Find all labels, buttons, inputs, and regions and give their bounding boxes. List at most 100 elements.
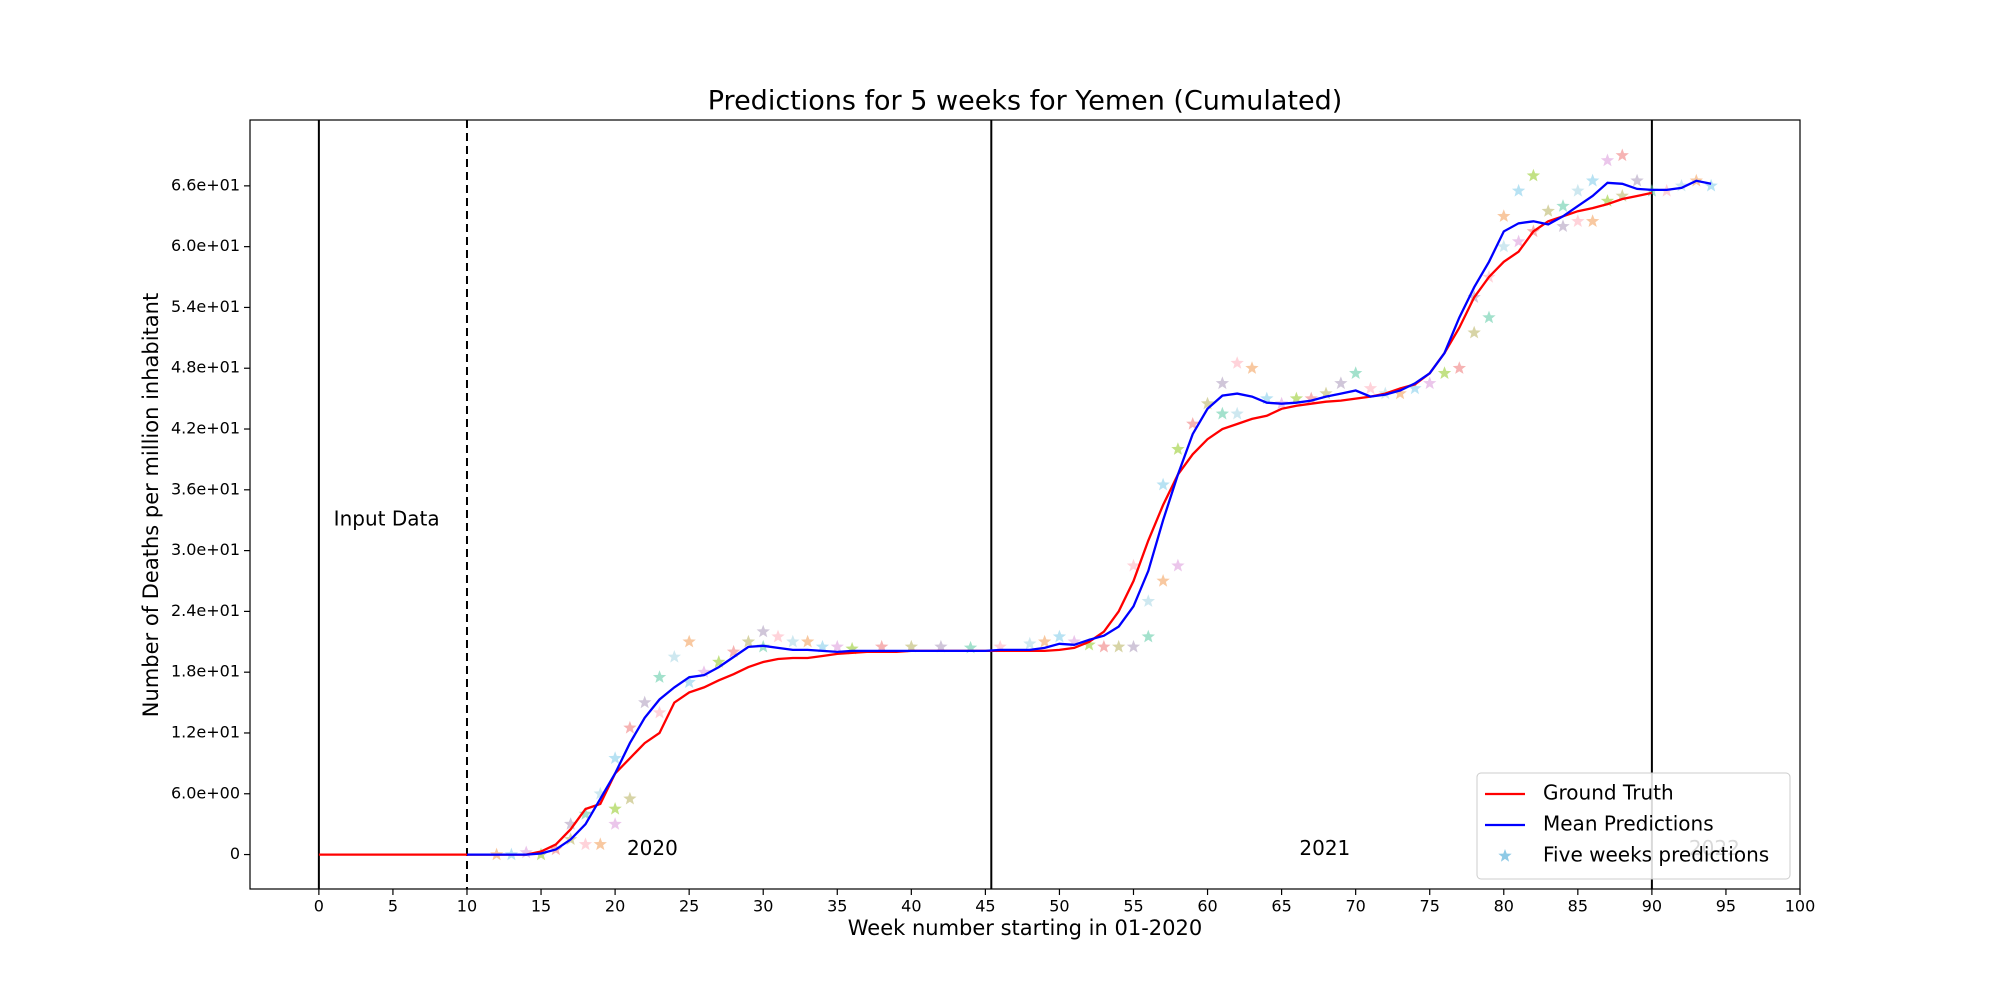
prediction-star [1156,477,1170,491]
prediction-star [830,639,844,653]
prediction-star [1586,214,1600,227]
x-tick-label: 95 [1716,897,1736,916]
x-tick-label: 0 [314,897,324,916]
prediction-star [771,629,785,643]
x-tick-label: 60 [1197,897,1217,916]
prediction-star [1600,153,1615,167]
prediction-star [875,639,889,653]
prediction-star [593,837,607,851]
prediction-star [1556,219,1570,232]
prediction-star [1571,214,1585,227]
prediction-star [756,624,770,638]
data-line [318,191,1653,856]
y-tick-label: 6.6e+01 [171,175,240,194]
prediction-star [1171,558,1185,572]
prediction-star [1408,381,1422,395]
prediction-star [1141,629,1155,643]
prediction-star [1526,168,1541,182]
annotation: 2020 [627,836,678,860]
prediction-star [1156,574,1170,587]
prediction-star [1423,376,1437,390]
prediction-star [667,650,681,663]
prediction-star [1141,594,1155,607]
prediction-star [1319,386,1333,400]
prediction-star [934,639,948,653]
prediction-star [697,665,711,678]
legend-box [1476,772,1791,880]
x-tick-label: 20 [605,897,625,916]
prediction-star [638,695,652,709]
prediction-star [623,791,637,805]
prediction-star [1363,381,1378,395]
x-tick-label: 90 [1642,897,1662,916]
prediction-star [608,751,622,764]
y-axis-label: Number of Deaths per million inhabitant [139,293,163,717]
x-tick-label: 100 [1785,897,1816,916]
prediction-star [1126,639,1141,653]
prediction-star [1615,148,1629,162]
prediction-star [578,807,593,820]
x-tick-label: 5 [388,897,398,916]
prediction-star [1497,239,1511,253]
y-tick-label: 1.2e+01 [171,722,240,741]
y-tick-label: 2.4e+01 [171,601,240,620]
prediction-star [1097,639,1111,653]
prediction-star [519,845,533,859]
x-tick-label: 45 [975,897,995,916]
prediction-star [1393,386,1407,400]
prediction-star [1467,325,1481,339]
x-tick-label: 25 [679,897,699,916]
x-tick-label: 30 [753,897,773,916]
y-tick-label: 0 [230,844,240,863]
x-tick-label: 40 [901,897,921,916]
prediction-star [1615,189,1629,202]
legend-label: Ground Truth [1543,781,1674,805]
prediction-star [726,644,741,658]
prediction-star [904,639,918,653]
legend-label: Mean Predictions [1543,812,1714,836]
plot-frame [249,119,1801,890]
prediction-star [963,640,978,654]
prediction-star [1452,361,1466,374]
y-tick-label: 1.8e+01 [171,662,240,681]
x-tick-label: 65 [1271,897,1291,916]
prediction-star [1112,639,1126,653]
prediction-star [741,634,756,648]
prediction-star [1186,417,1200,430]
prediction-star [1704,178,1718,192]
prediction-star [786,634,800,648]
prediction-star [1437,366,1452,379]
chart-title: Predictions for 5 weeks for Yemen (Cumul… [708,86,1343,117]
x-tick-label: 55 [1123,897,1143,916]
prediction-star [1674,178,1689,192]
prediction-star [682,634,696,648]
prediction-star [1556,199,1570,212]
prediction-star [564,817,578,830]
x-axis-label: Week number starting in 01-2020 [848,916,1202,940]
prediction-star [1349,366,1363,379]
prediction-star [1200,396,1215,410]
prediction-star [608,817,622,830]
prediction-star [801,634,815,648]
prediction-star [652,670,667,683]
annotation: 2021 [1299,836,1350,860]
prediction-star [1304,391,1318,405]
prediction-star [593,786,607,800]
prediction-star [1571,183,1585,197]
prediction-star [993,639,1007,653]
prediction-star [1586,173,1600,187]
prediction-star [1023,636,1037,650]
legend-label: Five weeks predictions [1543,843,1769,867]
prediction-star [1245,361,1259,374]
prediction-star [1230,356,1244,369]
prediction-star [712,655,726,668]
prediction-star [1260,391,1274,405]
prediction-star [1052,629,1067,643]
prediction-star [815,639,830,653]
y-tick-label: 3.6e+01 [171,479,240,498]
x-tick-label: 85 [1568,897,1588,916]
prediction-star [578,837,593,851]
prediction-star [1171,442,1185,455]
